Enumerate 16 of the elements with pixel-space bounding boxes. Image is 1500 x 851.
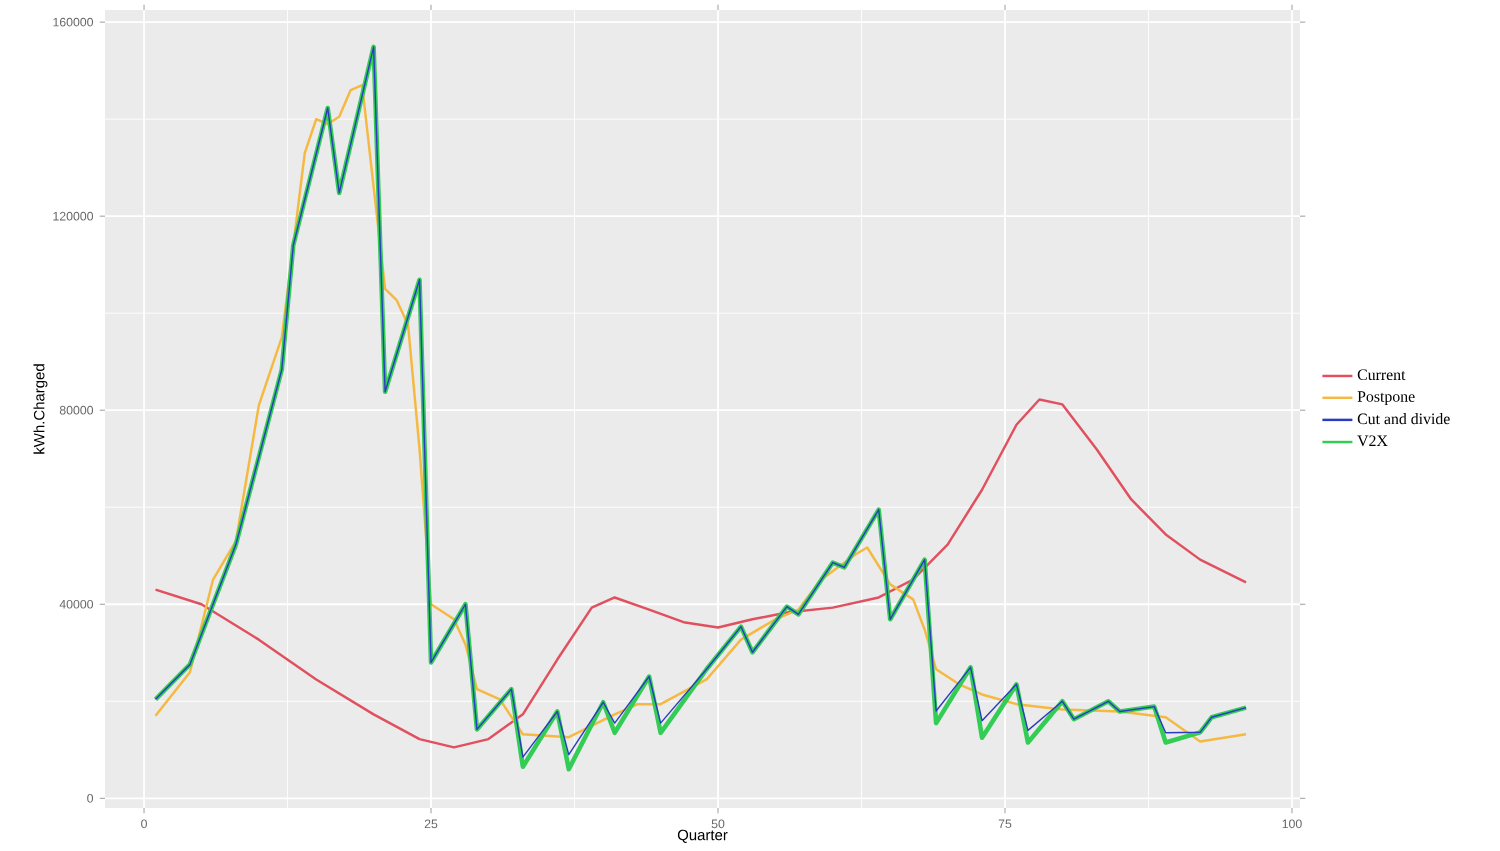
legend-label: Cut and divide xyxy=(1357,413,1450,425)
y-tick-label: 80000 xyxy=(59,405,94,415)
y-tick-label: 40000 xyxy=(59,599,94,609)
legend-label: V2X xyxy=(1357,435,1388,447)
legend-label: Current xyxy=(1357,369,1406,381)
legend-label: Postpone xyxy=(1357,391,1415,406)
y-tick-label: 0 xyxy=(87,793,94,803)
x-tick-label: 75 xyxy=(998,819,1012,829)
x-axis-title: Quarter xyxy=(677,829,728,843)
x-tick-label: 100 xyxy=(1282,819,1302,829)
x-tick-label: 50 xyxy=(711,819,725,829)
y-tick-label: 160000 xyxy=(53,17,94,27)
x-tick-label: 25 xyxy=(424,819,438,829)
y-tick-label: 120000 xyxy=(53,211,94,221)
y-axis-title: kWh.Charged xyxy=(33,364,48,454)
x-tick-label: 0 xyxy=(141,819,147,829)
